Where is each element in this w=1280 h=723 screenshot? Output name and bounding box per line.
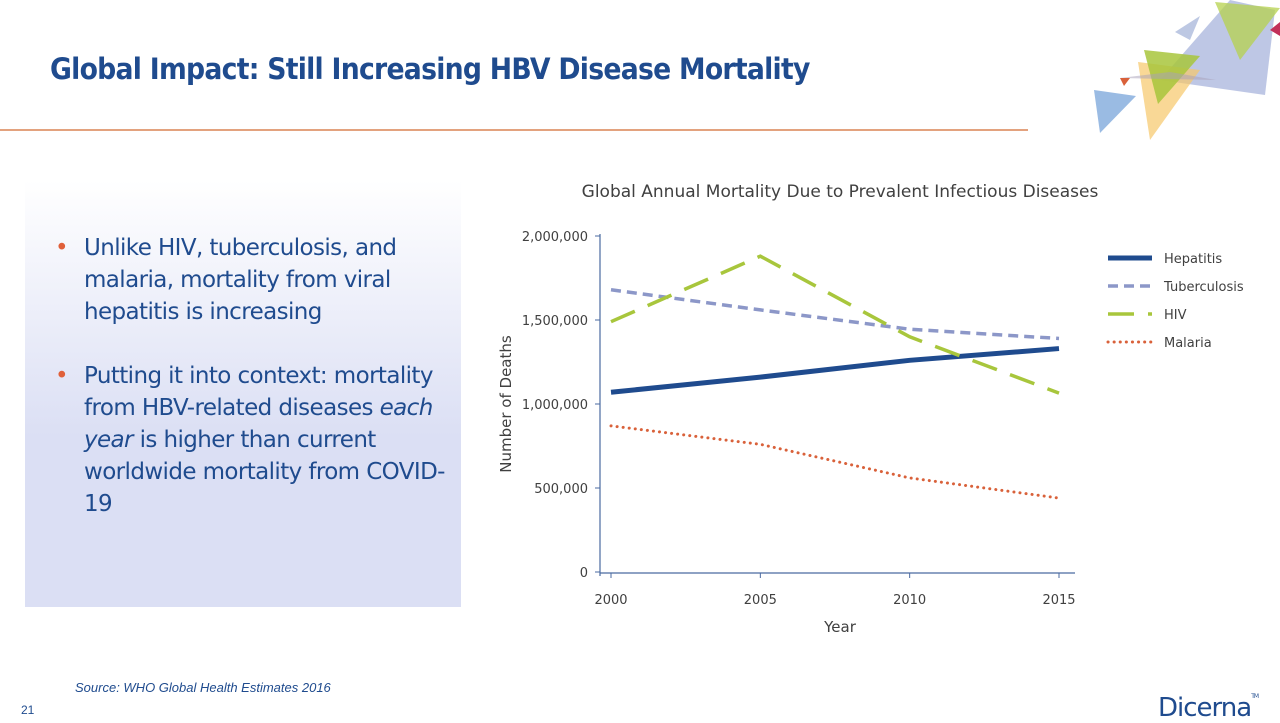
- mortality-chart: Global Annual Mortality Due to Prevalent…: [497, 182, 1244, 636]
- legend-label-malaria: Malaria: [1164, 336, 1212, 351]
- x-tick-label: 2015: [1042, 593, 1075, 608]
- title-divider: [0, 129, 1028, 131]
- series-line-hiv: [610, 254, 1060, 395]
- decorative-triangles: [1094, 0, 1280, 140]
- x-tick-label: 2010: [893, 593, 926, 608]
- dicerna-logo: DicernaTM: [1158, 693, 1259, 723]
- series-line-tuberculosis: [610, 288, 1060, 341]
- page-number: 21: [21, 703, 35, 717]
- source-note: Source: WHO Global Health Estimates 2016: [75, 680, 331, 695]
- series-line-hepatitis: [610, 346, 1060, 395]
- legend-label-tuberculosis: Tuberculosis: [1163, 280, 1244, 295]
- series-line-malaria: [609, 424, 1061, 500]
- slide-title: Global Impact: Still Increasing HBV Dise…: [50, 52, 810, 86]
- y-axis-label: Number of Deaths: [497, 335, 515, 473]
- y-tick-label: 1,000,000: [522, 398, 588, 413]
- bullet-1: Unlike HIV, tuberculosis, and malaria, m…: [55, 232, 445, 328]
- x-tick-label: 2005: [744, 593, 777, 608]
- y-tick-label: 0: [580, 566, 588, 581]
- bullet-2: Putting it into context: mortality from …: [55, 360, 445, 520]
- y-tick-label: 500,000: [534, 482, 588, 497]
- x-axis-label: Year: [823, 618, 857, 636]
- legend-label-hepatitis: Hepatitis: [1164, 252, 1222, 267]
- y-tick-label: 2,000,000: [522, 230, 588, 245]
- chart-title: Global Annual Mortality Due to Prevalent…: [582, 182, 1099, 202]
- x-tick-label: 2000: [594, 593, 627, 608]
- legend-label-hiv: HIV: [1164, 308, 1187, 323]
- bullet-list: Unlike HIV, tuberculosis, and malaria, m…: [55, 232, 445, 552]
- y-tick-label: 1,500,000: [522, 314, 588, 329]
